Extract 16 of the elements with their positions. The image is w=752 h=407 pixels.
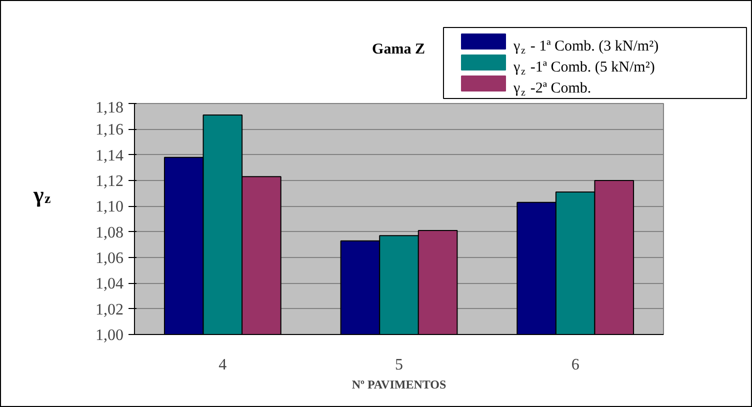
y-tick-label: 1,16 (96, 122, 124, 139)
chart-title: Gama Z (372, 42, 425, 58)
x-tick-label: 6 (571, 356, 580, 374)
y-tick-label: 1,08 (96, 224, 124, 242)
y-tick-label: 1,18 (96, 100, 124, 116)
y-tick-label: 1,10 (96, 198, 124, 216)
x-tick-label: 5 (395, 356, 403, 374)
y-tick-label: 1,12 (96, 173, 124, 190)
x-tick-label: 4 (218, 356, 227, 374)
y-tick-label: 1,02 (96, 301, 124, 318)
x-axis-title: Nº PAVIMENTOS (352, 378, 446, 392)
y-tick-label: 1,04 (96, 276, 124, 293)
y-tick-label: 1,00 (96, 327, 124, 344)
y-axis-title: γz (32, 182, 51, 207)
y-tick-label: 1,06 (96, 250, 124, 267)
y-tick-label: 1,14 (96, 147, 124, 164)
